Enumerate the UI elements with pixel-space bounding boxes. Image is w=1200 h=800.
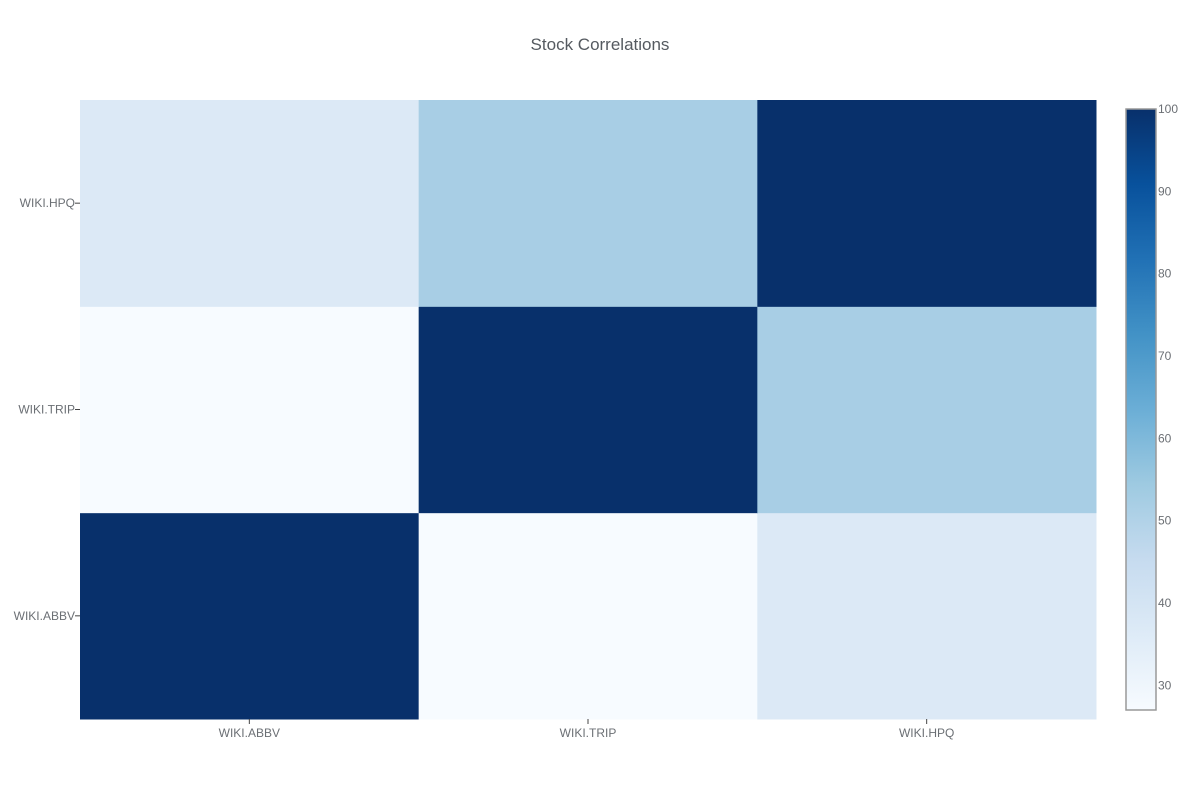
y-tick-label: WIKI.HPQ (20, 196, 75, 210)
heatmap-cell (757, 306, 1097, 514)
heatmap-cell (80, 306, 420, 514)
colorbar-tick-label: 90 (1158, 184, 1172, 198)
x-tick-label: WIKI.HPQ (899, 726, 954, 740)
colorbar-tick-label: 40 (1158, 596, 1172, 610)
heatmap-cell (757, 100, 1097, 307)
heatmap-cell (80, 512, 420, 720)
x-axis: WIKI.ABBV WIKI.TRIP WIKI.HPQ (219, 719, 954, 740)
heatmap-cell (418, 512, 758, 720)
colorbar-tick-label: 70 (1158, 349, 1172, 363)
heatmap-cell (418, 306, 758, 514)
colorbar: 30 40 50 60 70 80 90 100 (1125, 102, 1178, 711)
colorbar-tick-label: 50 (1158, 514, 1172, 528)
x-tick-label: WIKI.ABBV (219, 726, 280, 740)
x-tick-label: WIKI.TRIP (560, 726, 617, 740)
colorbar-tick-label: 30 (1158, 678, 1172, 692)
colorbar-gradient (1125, 108, 1157, 711)
colorbar-tick-label: 100 (1158, 102, 1178, 116)
heatmap-cells (80, 100, 1097, 720)
heatmap-cell (757, 512, 1097, 720)
y-axis: WIKI.ABBV WIKI.TRIP WIKI.HPQ (14, 196, 80, 623)
y-tick-label: WIKI.ABBV (14, 609, 75, 623)
chart-title: Stock Correlations (531, 35, 670, 54)
heatmap-cell (80, 100, 420, 307)
colorbar-tick-label: 60 (1158, 431, 1172, 445)
heatmap-cell (418, 100, 758, 307)
colorbar-tick-label: 80 (1158, 267, 1172, 281)
colorbar-ticks: 30 40 50 60 70 80 90 100 (1158, 102, 1178, 692)
y-tick-label: WIKI.TRIP (18, 403, 75, 417)
